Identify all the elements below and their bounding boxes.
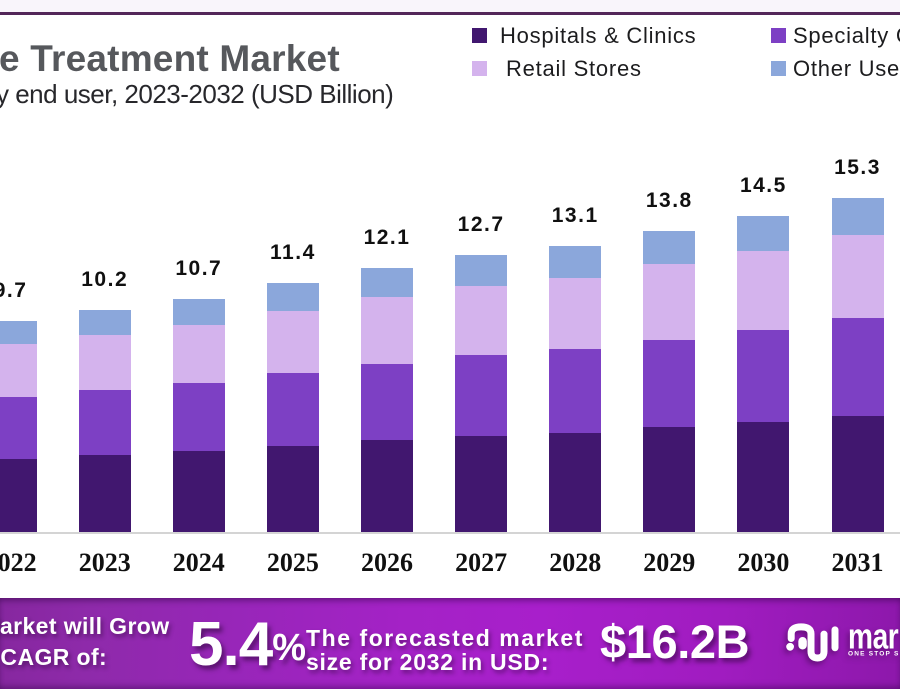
svg-text:ONE STOP S: ONE STOP S [848,650,900,657]
svg-text:mar: mar [848,618,899,656]
